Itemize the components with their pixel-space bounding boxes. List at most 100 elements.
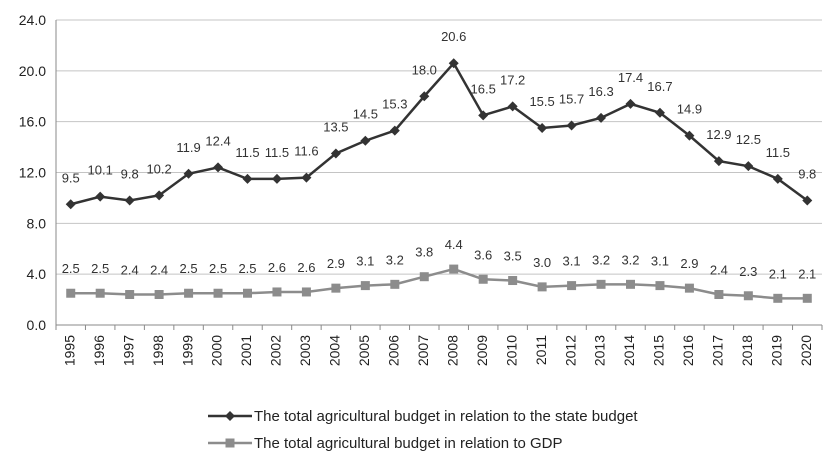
x-tick-label: 1996 bbox=[91, 335, 107, 366]
data-label: 2.3 bbox=[739, 264, 757, 279]
gridlines bbox=[56, 19, 822, 326]
diamond-marker bbox=[271, 173, 282, 184]
data-label: 17.2 bbox=[500, 72, 525, 87]
diamond-marker bbox=[654, 107, 665, 118]
x-tick-label: 2008 bbox=[444, 335, 460, 366]
data-label: 3.2 bbox=[386, 252, 404, 267]
data-label: 4.4 bbox=[445, 237, 463, 252]
diamond-marker bbox=[625, 98, 636, 109]
data-label: 2.1 bbox=[769, 266, 787, 281]
data-label: 20.6 bbox=[441, 29, 466, 44]
data-label: 2.5 bbox=[238, 261, 256, 276]
data-label: 2.5 bbox=[180, 261, 198, 276]
square-marker bbox=[125, 290, 135, 299]
square-marker bbox=[272, 287, 282, 297]
diamond-marker bbox=[772, 173, 783, 184]
data-label: 13.5 bbox=[323, 119, 348, 134]
square-marker bbox=[360, 281, 370, 291]
gdp-series-line bbox=[70, 267, 808, 300]
square-marker bbox=[655, 281, 665, 291]
square-marker bbox=[596, 279, 606, 289]
square-marker bbox=[802, 293, 812, 303]
square-marker bbox=[714, 290, 724, 299]
data-label: 18.0 bbox=[412, 62, 437, 77]
diamond-marker bbox=[213, 162, 224, 173]
x-tick-label: 1997 bbox=[120, 335, 136, 366]
square-marker bbox=[743, 291, 753, 301]
y-tick-label: 0.0 bbox=[27, 317, 47, 333]
x-tick-label: 2012 bbox=[562, 335, 578, 366]
data-label: 3.1 bbox=[356, 254, 374, 269]
diamond-marker bbox=[360, 135, 371, 146]
data-label: 17.4 bbox=[618, 70, 643, 85]
y-tick-label: 12.0 bbox=[19, 165, 46, 181]
data-label: 3.2 bbox=[621, 252, 639, 267]
diamond-marker bbox=[124, 195, 135, 206]
diamond-marker bbox=[242, 173, 253, 184]
data-label: 2.9 bbox=[327, 256, 345, 271]
x-tick-label: 2006 bbox=[386, 335, 402, 366]
diamond-marker bbox=[743, 161, 754, 172]
x-tick-label: 2017 bbox=[710, 335, 726, 366]
data-label: 11.6 bbox=[294, 144, 318, 159]
data-label: 3.6 bbox=[474, 247, 492, 262]
x-tick-label: 2011 bbox=[533, 335, 549, 365]
diamond-marker bbox=[225, 411, 235, 421]
data-label: 9.8 bbox=[121, 166, 139, 181]
series-lines bbox=[65, 58, 813, 303]
data-label: 2.1 bbox=[798, 266, 816, 281]
square-marker bbox=[213, 288, 223, 298]
data-label: 2.6 bbox=[268, 260, 286, 275]
square-marker bbox=[301, 287, 311, 297]
data-label: 3.2 bbox=[592, 252, 610, 267]
x-tick-label: 2010 bbox=[503, 335, 519, 366]
data-label: 11.9 bbox=[176, 140, 200, 155]
y-tick-label: 20.0 bbox=[19, 63, 46, 79]
x-tick-label: 2004 bbox=[327, 335, 343, 366]
x-tick-label: 2013 bbox=[592, 335, 608, 366]
data-label: 14.9 bbox=[677, 102, 702, 117]
data-label: 2.4 bbox=[121, 263, 139, 278]
diamond-marker bbox=[596, 112, 607, 123]
diamond-marker bbox=[537, 123, 548, 134]
x-tick-label: 1999 bbox=[179, 335, 195, 366]
legend: The total agricultural budget in relatio… bbox=[208, 408, 638, 452]
data-label: 2.4 bbox=[150, 263, 168, 278]
data-label: 11.5 bbox=[235, 145, 259, 160]
diamond-marker bbox=[478, 110, 489, 121]
state-budget-series-line bbox=[70, 61, 809, 206]
diamond-marker bbox=[419, 91, 430, 102]
x-tick-label: 2009 bbox=[474, 335, 490, 366]
y-tick-label: 24.0 bbox=[19, 12, 46, 28]
diamond-marker bbox=[448, 58, 459, 69]
data-label: 10.1 bbox=[88, 163, 113, 178]
diamond-marker bbox=[330, 148, 341, 159]
data-label: 14.5 bbox=[353, 107, 378, 122]
data-label: 16.5 bbox=[471, 81, 496, 96]
x-tick-label: 2015 bbox=[651, 335, 667, 366]
x-tick-label: 2014 bbox=[621, 335, 637, 366]
data-label: 15.5 bbox=[529, 94, 554, 109]
x-tick-label: 2007 bbox=[415, 335, 431, 366]
x-axis: 1995 1996 1997 1998 1999 2000 2001 2002 2003 2004… bbox=[55, 325, 823, 366]
data-label: 9.8 bbox=[798, 166, 816, 181]
data-label: 16.3 bbox=[588, 84, 613, 99]
x-tick-label: 2001 bbox=[238, 335, 254, 366]
diamond-marker bbox=[389, 125, 400, 136]
diamond-marker bbox=[684, 130, 695, 141]
data-label: 11.5 bbox=[766, 145, 790, 160]
square-marker bbox=[331, 283, 341, 293]
data-label: 3.8 bbox=[415, 245, 433, 260]
data-label: 12.4 bbox=[205, 133, 230, 148]
data-label: 9.5 bbox=[62, 170, 80, 185]
square-marker bbox=[684, 283, 694, 293]
data-labels: 9.5 10.1 9.8 10.2 11.9 12.4 11.5 11.5 11.6 13.5 14… bbox=[62, 29, 817, 281]
square-marker bbox=[449, 264, 459, 274]
square-marker bbox=[95, 288, 105, 298]
legend-label: The total agricultural budget in relatio… bbox=[254, 435, 563, 452]
square-marker bbox=[773, 293, 783, 303]
diamond-marker bbox=[507, 101, 518, 112]
data-label: 15.7 bbox=[559, 91, 584, 106]
x-tick-label: 2003 bbox=[297, 335, 313, 366]
